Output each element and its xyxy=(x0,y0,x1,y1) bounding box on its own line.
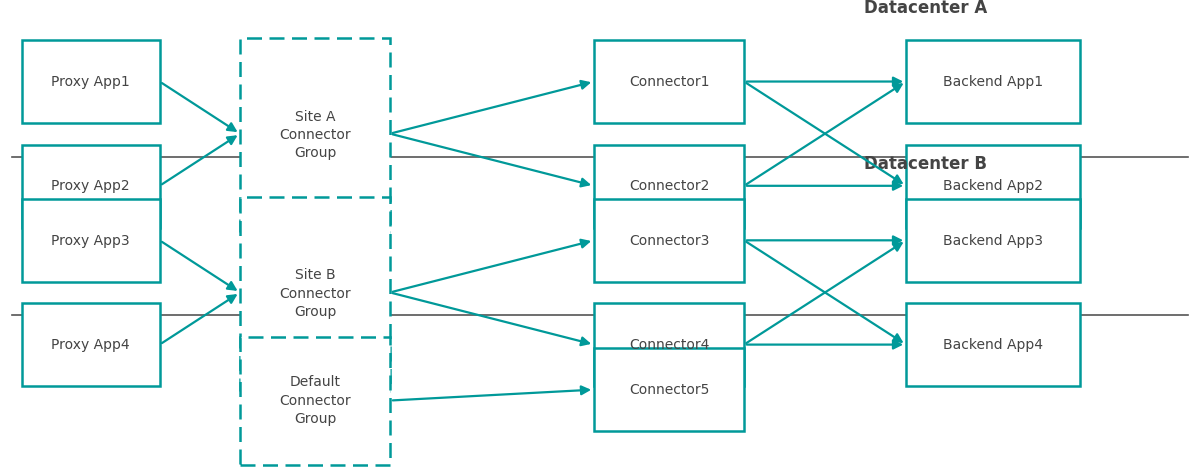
Text: Datacenter B: Datacenter B xyxy=(864,155,986,173)
Bar xyxy=(22,303,160,386)
Text: Backend App4: Backend App4 xyxy=(943,338,1043,352)
Bar xyxy=(594,40,744,123)
Text: Connector3: Connector3 xyxy=(629,234,709,247)
Bar xyxy=(240,337,390,465)
Text: Backend App1: Backend App1 xyxy=(943,75,1043,89)
Text: Connector2: Connector2 xyxy=(629,179,709,193)
Bar xyxy=(594,303,744,386)
Text: Connector5: Connector5 xyxy=(629,383,709,397)
Bar xyxy=(240,38,390,232)
Text: Default
Connector
Group: Default Connector Group xyxy=(280,375,350,426)
Bar xyxy=(906,303,1080,386)
Bar xyxy=(906,145,1080,228)
Text: Datacenter A: Datacenter A xyxy=(864,0,988,17)
Bar xyxy=(906,40,1080,123)
Text: Connector4: Connector4 xyxy=(629,338,709,352)
Text: Proxy App2: Proxy App2 xyxy=(52,179,130,193)
Bar xyxy=(594,199,744,282)
Text: Site B
Connector
Group: Site B Connector Group xyxy=(280,268,350,319)
Bar xyxy=(906,199,1080,282)
Text: Proxy App4: Proxy App4 xyxy=(52,338,130,352)
Text: Backend App3: Backend App3 xyxy=(943,234,1043,247)
Bar xyxy=(594,145,744,228)
Bar xyxy=(22,145,160,228)
Bar xyxy=(22,199,160,282)
Text: Proxy App1: Proxy App1 xyxy=(52,75,130,89)
Text: Proxy App3: Proxy App3 xyxy=(52,234,130,247)
Bar xyxy=(240,197,390,391)
Text: Backend App2: Backend App2 xyxy=(943,179,1043,193)
Bar xyxy=(594,348,744,431)
Text: Connector1: Connector1 xyxy=(629,75,709,89)
Bar xyxy=(22,40,160,123)
Text: Site A
Connector
Group: Site A Connector Group xyxy=(280,109,350,161)
